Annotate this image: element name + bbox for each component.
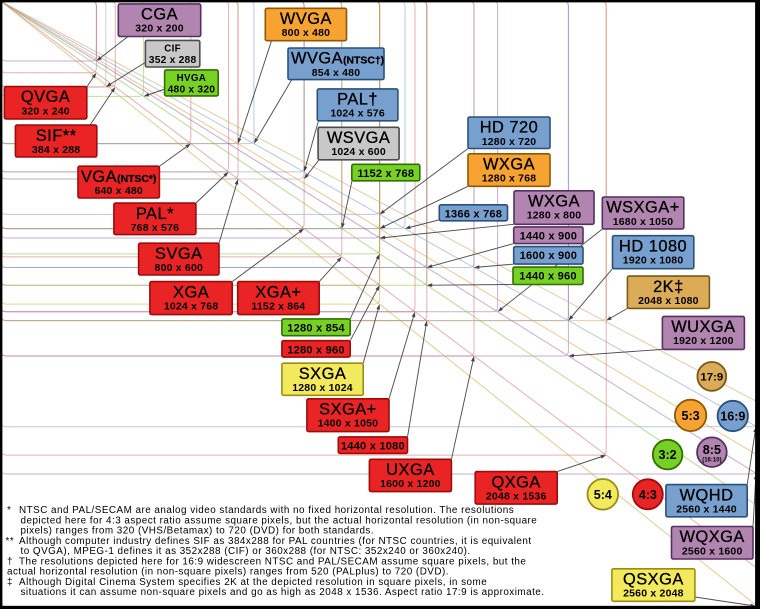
svg-text:8:5: 8:5 [703, 443, 721, 457]
svg-text:WXGA: WXGA [528, 193, 580, 211]
svg-text:Although Digital Cinema System: Although Digital Cinema System specifies… [19, 577, 487, 588]
svg-text:QXGA: QXGA [492, 473, 541, 491]
svg-text:1680 x 1050: 1680 x 1050 [613, 216, 674, 228]
svg-text:1280 x 854: 1280 x 854 [287, 323, 345, 335]
svg-text:1024 x 600: 1024 x 600 [331, 146, 386, 158]
svg-text:1600 x 900: 1600 x 900 [520, 250, 578, 262]
svg-text:HD 1080: HD 1080 [619, 237, 687, 255]
svg-text:1280 x 1024: 1280 x 1024 [292, 382, 353, 394]
svg-text:854 x 480: 854 x 480 [312, 67, 361, 79]
svg-text:4:3: 4:3 [639, 488, 657, 502]
svg-text:1152 x 864: 1152 x 864 [251, 300, 305, 312]
svg-text:2560 x 1440: 2560 x 1440 [676, 503, 737, 515]
svg-text:SIF**: SIF** [36, 127, 77, 145]
svg-text:2560 x 2048: 2560 x 2048 [623, 588, 684, 600]
svg-text:WUXGA: WUXGA [671, 318, 735, 336]
svg-text:UXGA: UXGA [386, 461, 434, 479]
svg-text:CIF: CIF [164, 44, 181, 55]
svg-text:WQHD: WQHD [680, 486, 734, 504]
svg-text:800 x 600: 800 x 600 [155, 262, 204, 274]
svg-text:‡: ‡ [7, 577, 13, 588]
svg-text:1152 x 768: 1152 x 768 [357, 168, 414, 180]
svg-text:WVGA: WVGA [280, 10, 332, 28]
svg-text:SVGA: SVGA [155, 245, 203, 263]
svg-text:situations it can assume non-s: situations it can assume non-square pixe… [21, 587, 545, 598]
svg-text:PAL*: PAL* [136, 205, 174, 223]
svg-text:2048 x 1080: 2048 x 1080 [638, 295, 699, 307]
svg-text:384 x 288: 384 x 288 [32, 144, 81, 156]
svg-text:16:9: 16:9 [720, 410, 745, 424]
svg-text:HVGA: HVGA [177, 73, 207, 84]
svg-text:1440 x 1080: 1440 x 1080 [341, 441, 405, 453]
svg-text:1024 x 576: 1024 x 576 [330, 108, 385, 120]
svg-text:Although computer industry def: Although computer industry defines SIF a… [19, 536, 532, 547]
svg-text:**: ** [6, 536, 15, 547]
svg-text:to QVGA), MPEG-1 defines it as: to QVGA), MPEG-1 defines it as 352x288 (… [21, 546, 471, 557]
svg-text:2K‡: 2K‡ [653, 278, 684, 296]
svg-text:pixels) ranges from 320 (VHS/B: pixels) ranges from 320 (VHS/Betamax) to… [21, 526, 375, 537]
svg-text:1024 x 768: 1024 x 768 [164, 300, 219, 312]
svg-text:QVGA: QVGA [21, 88, 70, 106]
svg-text:352 x 288: 352 x 288 [149, 55, 197, 66]
svg-text:SXGA+: SXGA+ [319, 401, 377, 419]
svg-text:2048 x 1536: 2048 x 1536 [486, 490, 547, 502]
svg-text:XGA+: XGA+ [255, 283, 301, 301]
svg-text:WSVGA: WSVGA [327, 129, 391, 147]
svg-text:1280 x 960: 1280 x 960 [287, 344, 345, 356]
svg-text:1400 x 1050: 1400 x 1050 [318, 418, 379, 430]
svg-text:The resolutions depicted here: The resolutions depicted here for 16:9 w… [19, 557, 526, 568]
svg-text:1366 x 768: 1366 x 768 [445, 208, 503, 220]
svg-text:768 x 576: 768 x 576 [131, 222, 180, 234]
svg-text:SXGA: SXGA [299, 365, 347, 383]
svg-text:depicted here for 4:3 aspect r: depicted here for 4:3 aspect ratio assum… [21, 516, 538, 527]
svg-text:1440 x 960: 1440 x 960 [519, 271, 577, 283]
svg-text:17:9: 17:9 [700, 372, 723, 384]
svg-text:1920 x 1200: 1920 x 1200 [673, 335, 734, 347]
svg-text:5:3: 5:3 [681, 409, 699, 423]
svg-text:QSXGA: QSXGA [623, 571, 684, 589]
svg-text:XGA: XGA [173, 283, 209, 301]
svg-text:1280 x 720: 1280 x 720 [482, 136, 537, 148]
svg-text:1600 x 1200: 1600 x 1200 [380, 478, 441, 490]
svg-text:PAL†: PAL† [337, 91, 378, 109]
svg-text:1280 x 800: 1280 x 800 [527, 210, 582, 222]
svg-text:320 x 200: 320 x 200 [135, 23, 184, 35]
svg-text:480 x 320: 480 x 320 [168, 84, 216, 95]
svg-text:CGA: CGA [141, 6, 178, 24]
svg-text:320 x 240: 320 x 240 [21, 105, 70, 117]
svg-text:NTSC and PAL/SECAM are analog: NTSC and PAL/SECAM are analog video stan… [19, 505, 514, 516]
svg-text:1920 x 1080: 1920 x 1080 [623, 255, 684, 267]
svg-text:1440 x 900: 1440 x 900 [520, 231, 578, 243]
svg-text:640 x 480: 640 x 480 [94, 185, 143, 197]
svg-text:800 x 480: 800 x 480 [282, 27, 331, 39]
svg-text:HD 720: HD 720 [480, 119, 539, 137]
svg-text:2560 x 1600: 2560 x 1600 [682, 545, 743, 557]
svg-text:1280 x 768: 1280 x 768 [482, 173, 537, 185]
svg-text:3:2: 3:2 [658, 448, 676, 462]
svg-text:WSXGA+: WSXGA+ [606, 199, 680, 217]
svg-text:5:4: 5:4 [594, 488, 612, 502]
svg-text:†: † [7, 557, 13, 568]
svg-text:actual horizontal resolution (: actual horizontal resolution (in non-squ… [7, 567, 449, 578]
svg-text:(16:10): (16:10) [702, 457, 721, 463]
svg-text:WXGA: WXGA [483, 156, 535, 174]
svg-text:*: * [7, 505, 11, 516]
svg-text:WQXGA: WQXGA [680, 528, 745, 546]
